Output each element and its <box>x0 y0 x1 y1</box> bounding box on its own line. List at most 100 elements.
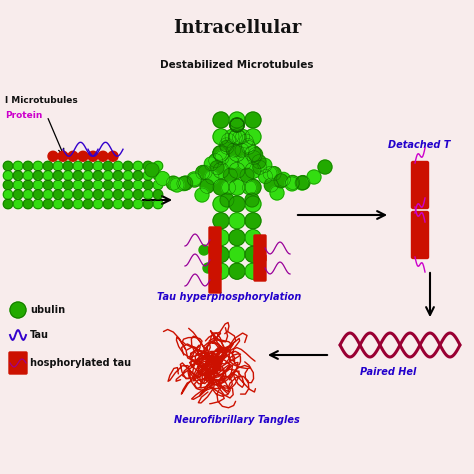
Circle shape <box>153 199 163 209</box>
Circle shape <box>245 146 261 162</box>
Circle shape <box>245 263 261 279</box>
Circle shape <box>113 180 123 190</box>
Circle shape <box>108 151 118 161</box>
Circle shape <box>133 171 143 180</box>
Circle shape <box>213 146 227 160</box>
FancyBboxPatch shape <box>411 211 428 258</box>
Circle shape <box>133 161 143 171</box>
Circle shape <box>296 176 310 190</box>
Circle shape <box>143 199 153 209</box>
Circle shape <box>245 193 259 207</box>
Circle shape <box>230 118 244 132</box>
Circle shape <box>63 180 73 190</box>
FancyBboxPatch shape <box>254 255 266 281</box>
Circle shape <box>285 177 299 191</box>
Circle shape <box>245 179 261 195</box>
Circle shape <box>236 129 250 144</box>
Circle shape <box>93 171 103 180</box>
Circle shape <box>222 181 236 195</box>
Circle shape <box>33 180 43 190</box>
Circle shape <box>243 181 256 195</box>
Circle shape <box>13 190 23 199</box>
Circle shape <box>63 190 73 199</box>
Circle shape <box>227 143 241 157</box>
Circle shape <box>145 163 159 177</box>
Circle shape <box>219 138 233 152</box>
Circle shape <box>133 180 143 190</box>
Circle shape <box>23 199 33 209</box>
Circle shape <box>68 151 78 161</box>
Circle shape <box>213 129 229 145</box>
Circle shape <box>153 161 163 171</box>
Text: Protein: Protein <box>5 110 42 119</box>
Circle shape <box>3 190 13 199</box>
Circle shape <box>267 167 281 181</box>
Circle shape <box>153 190 163 199</box>
Circle shape <box>188 173 201 187</box>
Circle shape <box>213 112 229 128</box>
Circle shape <box>230 118 244 132</box>
Circle shape <box>83 190 93 199</box>
Circle shape <box>13 199 23 209</box>
Circle shape <box>229 196 245 212</box>
Circle shape <box>3 171 13 180</box>
Circle shape <box>252 155 266 169</box>
Circle shape <box>295 176 309 190</box>
Circle shape <box>103 171 113 180</box>
FancyBboxPatch shape <box>209 267 221 293</box>
Circle shape <box>220 140 234 154</box>
Text: Detached T: Detached T <box>388 140 450 150</box>
Circle shape <box>33 171 43 180</box>
Circle shape <box>123 199 133 209</box>
Circle shape <box>53 199 63 209</box>
Circle shape <box>245 229 261 246</box>
Circle shape <box>43 190 53 199</box>
Circle shape <box>143 171 153 180</box>
Circle shape <box>274 174 288 188</box>
Circle shape <box>245 129 261 145</box>
Circle shape <box>258 158 272 173</box>
Circle shape <box>240 168 254 182</box>
Circle shape <box>229 129 245 145</box>
Circle shape <box>133 190 143 199</box>
Circle shape <box>230 118 244 132</box>
Circle shape <box>270 186 284 200</box>
Circle shape <box>239 134 253 148</box>
Circle shape <box>113 190 123 199</box>
Circle shape <box>166 176 180 190</box>
Circle shape <box>213 196 229 212</box>
Circle shape <box>245 213 261 229</box>
Circle shape <box>113 199 123 209</box>
Circle shape <box>143 161 153 171</box>
Circle shape <box>229 213 245 229</box>
Circle shape <box>43 199 53 209</box>
Circle shape <box>33 190 43 199</box>
Circle shape <box>263 166 277 181</box>
Circle shape <box>63 161 73 171</box>
Text: hosphorylated tau: hosphorylated tau <box>30 358 131 368</box>
Circle shape <box>13 161 23 171</box>
Circle shape <box>10 302 26 318</box>
Text: ubulin: ubulin <box>30 305 65 315</box>
Circle shape <box>73 161 83 171</box>
Circle shape <box>93 161 103 171</box>
Circle shape <box>13 171 23 180</box>
Circle shape <box>179 176 192 190</box>
Circle shape <box>229 163 245 178</box>
Circle shape <box>73 180 83 190</box>
Circle shape <box>199 245 209 255</box>
Circle shape <box>229 246 245 263</box>
Circle shape <box>93 190 103 199</box>
Circle shape <box>155 172 170 186</box>
Circle shape <box>230 118 244 132</box>
Circle shape <box>230 118 244 132</box>
Circle shape <box>213 246 229 263</box>
Circle shape <box>213 163 229 178</box>
Circle shape <box>248 147 263 162</box>
Circle shape <box>210 235 220 245</box>
Text: Destabilized Microtubules: Destabilized Microtubules <box>160 60 314 70</box>
Text: Paired Hel: Paired Hel <box>360 367 416 377</box>
FancyBboxPatch shape <box>254 235 266 261</box>
Circle shape <box>229 179 245 195</box>
Circle shape <box>93 180 103 190</box>
